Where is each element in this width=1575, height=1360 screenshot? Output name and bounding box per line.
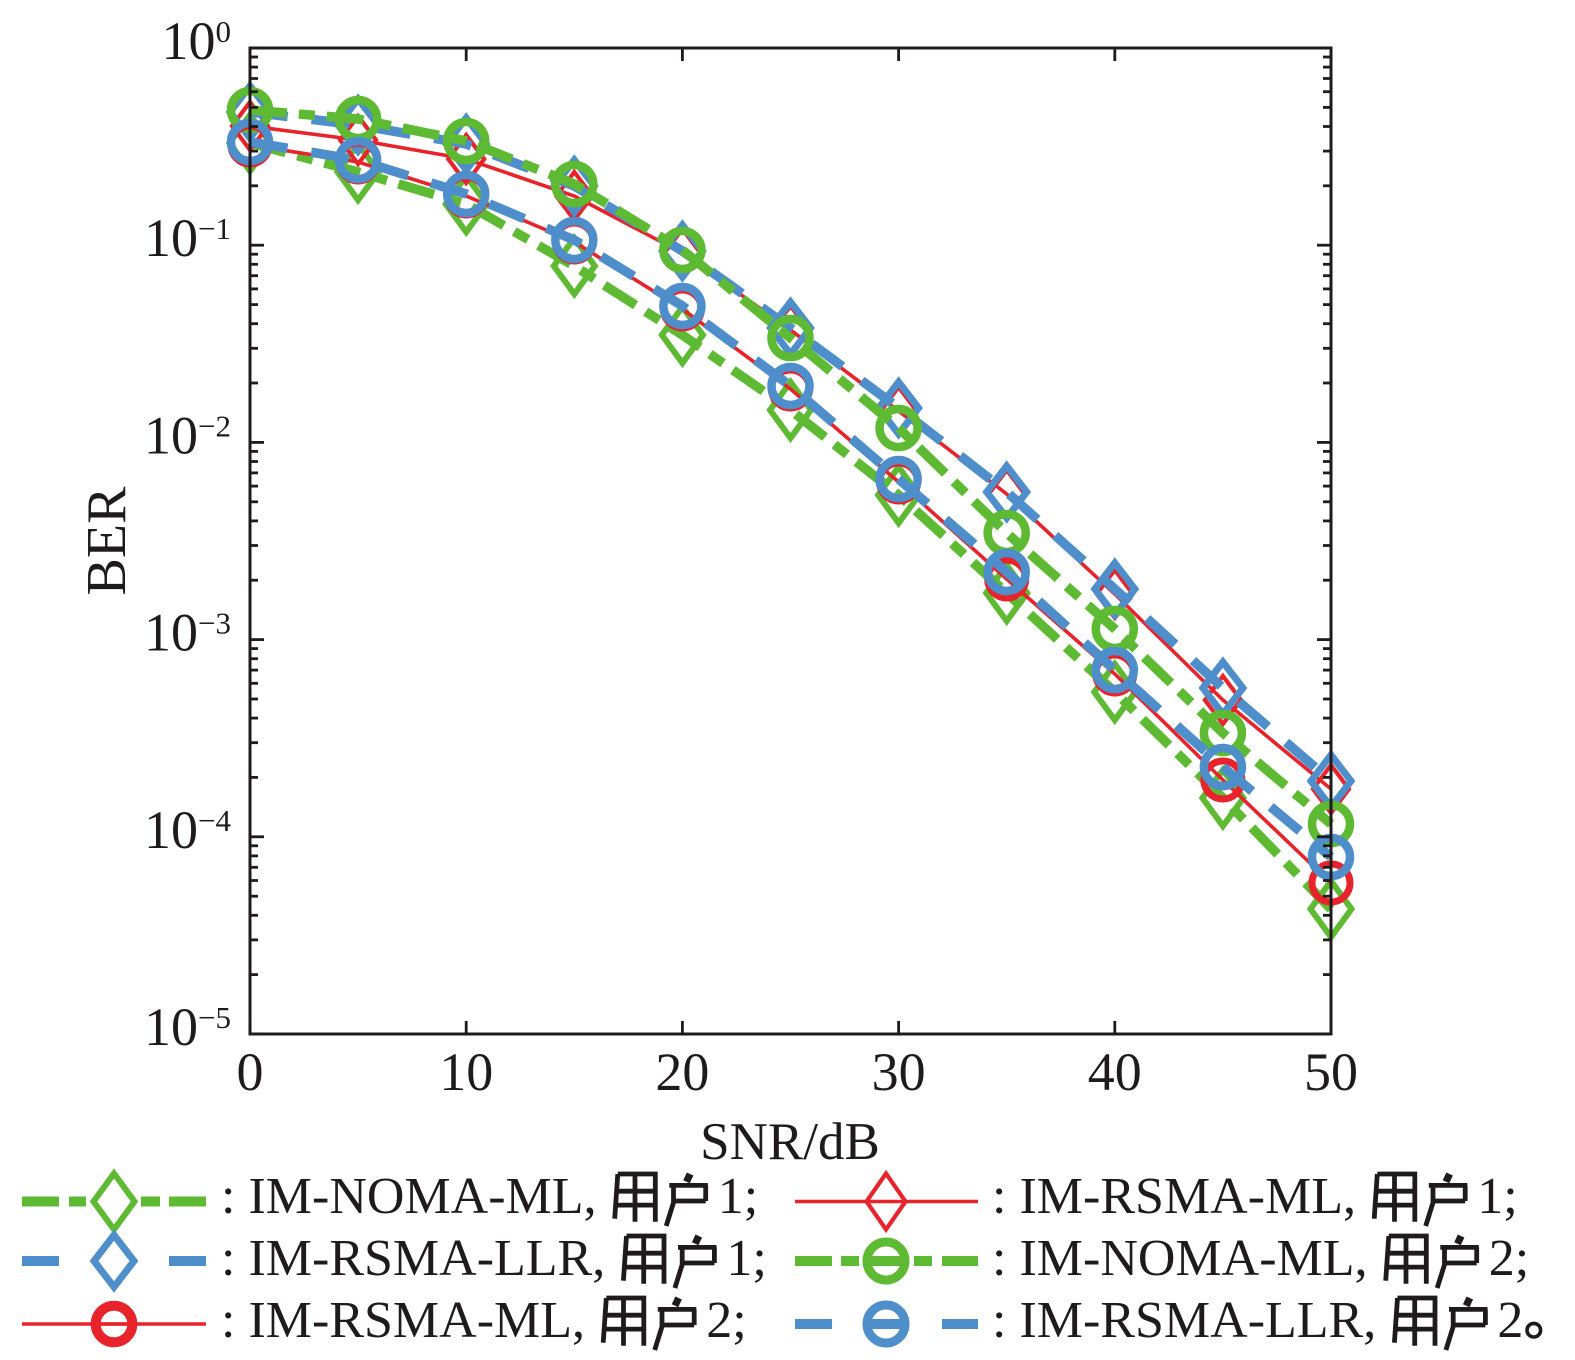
svg-text:1: 1 xyxy=(1477,1168,1503,1225)
svg-text:2: 2 xyxy=(1489,1230,1515,1287)
svg-text:: IM-RSMA-ML,: : IM-RSMA-ML, xyxy=(221,1292,585,1349)
svg-text:20: 20 xyxy=(655,1042,709,1102)
svg-text:: IM-RSMA-LLR,: : IM-RSMA-LLR, xyxy=(221,1230,605,1287)
svg-text:;: ; xyxy=(1515,1230,1529,1287)
svg-text:10: 10 xyxy=(439,1042,493,1102)
svg-text:: IM-RSMA-ML,: : IM-RSMA-ML, xyxy=(992,1168,1356,1225)
svg-text:;: ; xyxy=(752,1230,766,1287)
svg-text:50: 50 xyxy=(1304,1042,1358,1102)
svg-text:1: 1 xyxy=(718,1168,744,1225)
svg-text:40: 40 xyxy=(1088,1042,1142,1102)
svg-text:2: 2 xyxy=(1497,1292,1523,1349)
svg-text:;: ; xyxy=(732,1292,746,1349)
svg-text:0: 0 xyxy=(237,1042,264,1102)
svg-text:10−3: 10−3 xyxy=(144,603,231,663)
svg-text:: IM-NOMA-ML,: : IM-NOMA-ML, xyxy=(221,1168,597,1225)
svg-text:: IM-RSMA-LLR,: : IM-RSMA-LLR, xyxy=(992,1292,1376,1349)
svg-text:SNR/dB: SNR/dB xyxy=(700,1113,880,1171)
svg-text:BER: BER xyxy=(76,486,138,596)
svg-text:30: 30 xyxy=(872,1042,926,1102)
svg-text:2: 2 xyxy=(706,1292,732,1349)
svg-text:1: 1 xyxy=(726,1230,752,1287)
svg-text:;: ; xyxy=(744,1168,758,1225)
svg-text:: IM-NOMA-ML,: : IM-NOMA-ML, xyxy=(992,1230,1368,1287)
svg-text:;: ; xyxy=(1503,1168,1517,1225)
